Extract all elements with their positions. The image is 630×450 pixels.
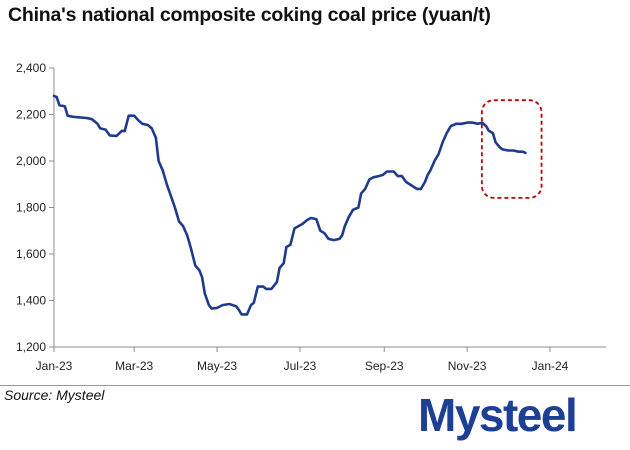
x-tick-label: Nov-23 bbox=[448, 359, 487, 373]
x-tick-label: Jul-23 bbox=[284, 359, 317, 373]
series-layer bbox=[52, 94, 527, 316]
annotation-layer bbox=[480, 99, 543, 199]
source-note: Source: Mysteel bbox=[4, 387, 105, 403]
y-tick-label: 2,400 bbox=[16, 61, 46, 75]
chart-title: China's national composite coking coal p… bbox=[8, 4, 491, 26]
x-tick-label: Jan-24 bbox=[532, 359, 569, 373]
series-line-coking-coal-price bbox=[52, 94, 527, 316]
line-chart: 1,200 1,400 1,600 1,800 2,000 2,200 2,400 Jan-2… bbox=[16, 61, 606, 373]
source-divider bbox=[0, 385, 630, 386]
y-tick-label: 1,800 bbox=[16, 201, 46, 215]
y-tick-label: 2,200 bbox=[16, 108, 46, 122]
y-tick-label: 2,000 bbox=[16, 154, 46, 168]
y-tick-label: 1,200 bbox=[16, 340, 46, 354]
highlight-box bbox=[480, 99, 543, 199]
mysteel-logo: Mysteel bbox=[418, 389, 578, 441]
axes: 1,200 1,400 1,600 1,800 2,000 2,200 2,400 Jan-2… bbox=[16, 61, 606, 373]
x-tick-label: Mar-23 bbox=[115, 359, 153, 373]
x-tick-label: Sep-23 bbox=[365, 359, 404, 373]
x-tick-label: Jan-23 bbox=[36, 359, 73, 373]
y-tick-label: 1,400 bbox=[16, 294, 46, 308]
x-tick-label: May-23 bbox=[197, 359, 237, 373]
y-tick-label: 1,600 bbox=[16, 247, 46, 261]
